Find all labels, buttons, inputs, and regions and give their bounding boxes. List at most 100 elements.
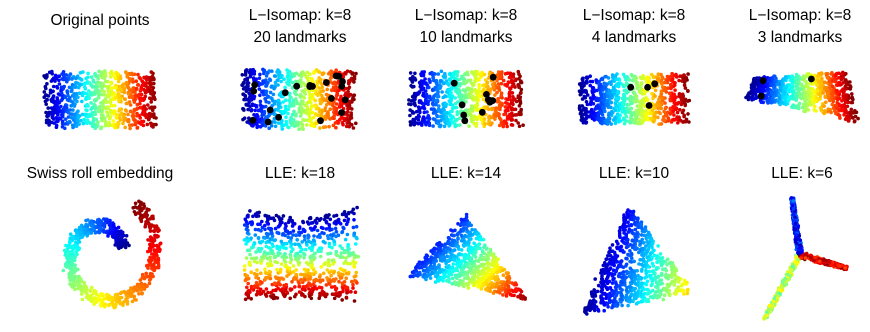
data-point [118,107,122,111]
data-point [773,78,777,83]
data-point [612,79,616,83]
data-point [495,90,499,95]
data-point [313,219,318,223]
data-point [144,211,148,215]
data-point [584,100,589,104]
data-point [112,91,116,95]
data-point [580,104,584,108]
data-point [682,100,687,105]
data-point [420,119,425,123]
data-point [601,116,606,120]
landmark-point [651,80,659,88]
data-point [850,100,855,105]
data-point [293,285,297,289]
data-point [651,75,656,79]
data-point [499,93,504,98]
data-point [617,78,622,82]
data-point [289,95,293,100]
data-point [55,99,59,103]
data-point [300,124,305,129]
data-point [268,227,273,232]
data-point [772,85,776,90]
data-point [146,249,150,254]
data-point [334,249,339,254]
data-point [612,91,617,96]
data-point [147,246,152,251]
data-point [76,247,81,252]
data-point [74,124,79,128]
data-point [591,93,596,98]
data-point [345,69,350,73]
data-point [144,107,148,111]
data-point [630,117,634,121]
data-point [646,117,650,122]
data-point [448,100,453,104]
landmark-point [808,75,815,83]
data-point [51,89,55,94]
data-point [634,81,639,86]
data-point [644,109,648,113]
data-point [452,76,457,81]
data-point [828,98,832,103]
data-point [284,115,288,119]
data-point [284,98,288,102]
data-point [76,236,80,240]
data-point [86,297,91,301]
data-point [156,263,161,268]
data-point [99,70,104,75]
data-point [112,103,117,108]
data-point [294,71,299,76]
data-point [260,89,265,94]
data-point [464,80,469,85]
data-point [108,108,113,113]
data-point [286,125,290,129]
data-point [279,75,283,79]
data-point [584,120,589,124]
data-point [113,293,118,297]
data-point [300,89,304,93]
data-point [659,79,664,83]
data-point [328,76,333,80]
data-point [79,118,83,123]
data-point [135,114,139,118]
data-point [458,97,463,102]
landmark-point [759,77,767,85]
data-point [84,95,89,100]
data-point [311,92,315,97]
data-point [511,72,516,76]
data-point [338,118,342,122]
data-point [438,110,443,114]
data-point [91,119,96,123]
data-point [319,101,323,105]
data-point [773,92,778,97]
data-point [267,100,271,105]
data-point [413,78,418,82]
data-point [311,115,316,120]
data-point [69,99,73,103]
data-point [287,69,292,74]
data-point [818,106,823,110]
data-point [423,89,428,93]
data-point [115,234,119,239]
data-point [106,114,110,118]
data-point [312,69,317,74]
data-point [642,92,647,96]
data-point [462,88,467,93]
data-point [442,111,447,115]
data-point [57,82,62,86]
data-point [313,112,318,116]
data-point [69,115,74,120]
data-point [275,267,279,272]
data-point [319,113,324,117]
data-point [94,107,98,111]
data-point [119,88,123,92]
data-point [680,110,685,115]
data-point [294,112,298,116]
data-point [125,302,130,306]
data-point [114,85,118,90]
data-point [116,225,121,230]
data-point [348,92,353,97]
data-point [831,88,835,93]
data-point [354,242,358,246]
data-point [462,77,467,82]
